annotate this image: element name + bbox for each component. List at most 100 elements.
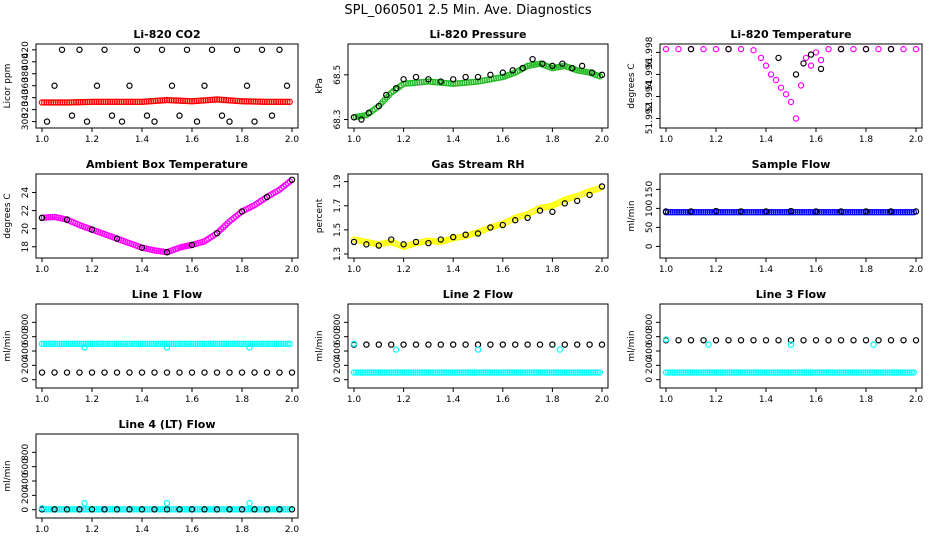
data-point xyxy=(574,341,581,348)
data-point xyxy=(249,506,256,513)
data-point xyxy=(866,208,874,216)
data-point xyxy=(113,506,121,513)
data-point xyxy=(838,369,845,376)
data-point xyxy=(875,45,882,53)
data-point xyxy=(414,369,421,376)
data-point xyxy=(118,118,126,125)
data-point xyxy=(811,208,819,216)
data-point xyxy=(748,369,755,376)
data-point xyxy=(134,98,141,106)
data-point xyxy=(904,369,911,376)
data-point xyxy=(900,45,907,53)
data-point xyxy=(855,208,863,216)
data-point xyxy=(719,208,727,216)
data-point xyxy=(847,208,854,216)
data-point xyxy=(662,45,670,53)
series-pressure xyxy=(350,60,604,121)
data-point xyxy=(730,208,738,216)
data-point xyxy=(741,369,749,376)
data-point xyxy=(912,45,920,53)
data-point xyxy=(113,369,121,376)
data-point xyxy=(72,99,80,106)
data-point xyxy=(539,369,546,376)
data-point xyxy=(258,340,265,348)
data-point xyxy=(124,340,131,348)
y-tick-label: 0 xyxy=(333,377,343,383)
y-axis-label: degrees C xyxy=(3,193,13,238)
data-point xyxy=(270,98,278,106)
data-point xyxy=(579,369,586,376)
data-point xyxy=(465,79,473,86)
data-point xyxy=(460,369,467,376)
data-point xyxy=(104,98,112,106)
x-tick-label: 1.0 xyxy=(347,265,362,275)
data-point xyxy=(440,369,448,376)
data-point xyxy=(817,56,825,64)
data-point xyxy=(388,369,395,376)
data-point xyxy=(739,369,746,376)
data-point xyxy=(574,369,582,376)
data-point xyxy=(837,45,845,53)
data-point xyxy=(470,78,477,86)
data-point xyxy=(288,369,296,376)
data-point xyxy=(113,235,121,242)
data-point xyxy=(231,340,239,348)
data-point xyxy=(757,54,765,62)
data-point xyxy=(45,214,52,221)
series-temperature xyxy=(662,45,920,122)
data-point xyxy=(375,102,382,110)
x-tick-label: 1.4 xyxy=(759,395,774,405)
data-point xyxy=(825,208,832,216)
data-point xyxy=(726,369,733,376)
data-point xyxy=(209,340,217,348)
data-point xyxy=(412,341,420,348)
data-point xyxy=(214,340,221,348)
data-point xyxy=(467,369,474,376)
x-tick-label: 1.6 xyxy=(185,395,200,405)
data-point xyxy=(81,500,88,507)
data-point xyxy=(51,82,58,89)
data-point xyxy=(519,369,527,376)
data-point xyxy=(678,369,685,376)
data-point xyxy=(434,369,441,376)
data-point xyxy=(268,98,275,106)
data-point xyxy=(102,98,109,106)
data-point xyxy=(437,236,444,243)
y-tick-label: 18 xyxy=(21,241,31,253)
data-point xyxy=(138,98,146,106)
data-point xyxy=(38,214,46,222)
data-point xyxy=(669,208,676,216)
data-point xyxy=(399,369,406,376)
data-point xyxy=(673,208,681,216)
data-point xyxy=(61,99,68,106)
y-tick-label: 420 xyxy=(21,41,31,58)
data-point xyxy=(796,369,803,376)
data-point xyxy=(792,115,800,122)
data-point xyxy=(275,98,282,106)
data-point xyxy=(91,340,98,348)
series-flow-samples xyxy=(662,207,920,215)
data-point xyxy=(276,369,283,376)
data-point xyxy=(820,369,828,376)
y-tick-label: 400 xyxy=(21,342,31,359)
data-point xyxy=(464,369,472,376)
data-point xyxy=(411,79,419,86)
data-point xyxy=(372,369,380,376)
data-point xyxy=(775,337,782,344)
data-point xyxy=(585,369,593,376)
y-tick-label: 600 xyxy=(645,328,655,345)
data-point xyxy=(675,208,683,216)
data-point xyxy=(41,99,48,106)
data-point xyxy=(812,337,820,344)
y-axis-label: Licor ppm xyxy=(3,64,13,109)
data-point xyxy=(779,369,786,376)
data-point xyxy=(704,208,711,216)
data-point xyxy=(388,236,395,243)
y-axis-label: ml/min xyxy=(3,460,13,491)
y-tick-label: 320 xyxy=(21,101,31,118)
data-point xyxy=(45,340,52,348)
data-point xyxy=(266,340,274,348)
data-point xyxy=(537,369,544,376)
data-point xyxy=(576,369,584,376)
x-tick-label: 1.0 xyxy=(659,265,674,275)
